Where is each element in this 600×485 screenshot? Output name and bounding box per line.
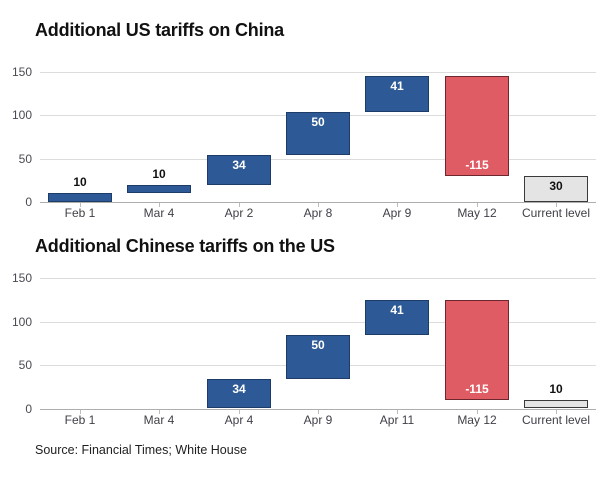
bar-increase: [286, 335, 350, 379]
x-tick-label: Apr 9: [303, 413, 333, 427]
x-tick-mark: [556, 203, 557, 207]
bar-increase: [365, 76, 429, 112]
bar-value-label: 41: [390, 79, 404, 93]
chart-title: Additional US tariffs on China: [35, 20, 284, 40]
y-tick-label: 0: [25, 402, 32, 416]
y-tick-label: 100: [11, 315, 32, 329]
y-tick-label: 50: [18, 152, 32, 166]
gridline: [40, 278, 596, 279]
y-tick-label: 100: [11, 108, 32, 122]
x-tick-label: Mar 4: [143, 206, 175, 220]
x-tick-mark: [318, 410, 319, 414]
x-tick-label: Current level: [521, 206, 591, 220]
gridline: [40, 322, 596, 323]
bar-increase: [365, 299, 429, 336]
x-tick-label: Mar 4: [143, 413, 175, 427]
bar-total: [524, 176, 588, 202]
bar-value-label: 34: [232, 158, 246, 172]
x-tick-mark: [80, 203, 81, 207]
x-tick-mark: [477, 203, 478, 207]
y-tick-label: 150: [11, 271, 32, 285]
x-tick-mark: [80, 410, 81, 414]
gridline: [40, 72, 596, 73]
bar-value-label: 41: [390, 303, 404, 317]
x-axis-line: [40, 202, 596, 203]
x-tick-label: Apr 8: [303, 206, 333, 220]
x-tick-label: May 12: [457, 206, 497, 220]
x-tick-mark: [159, 203, 160, 207]
x-tick-label: Apr 9: [382, 206, 412, 220]
x-tick-label: Apr 4: [224, 413, 254, 427]
chart-title: Additional Chinese tariffs on the US: [35, 236, 335, 256]
bar-decrease: [445, 299, 509, 400]
x-tick-mark: [397, 203, 398, 207]
bar-increase: [207, 378, 271, 409]
x-tick-mark: [239, 203, 240, 207]
x-tick-label: Apr 2: [224, 206, 254, 220]
bar-increase: [286, 111, 350, 156]
bar-decrease: [445, 76, 509, 176]
y-tick-label: 0: [25, 195, 32, 209]
bar-value-label: -115: [465, 158, 489, 172]
bar-total: [524, 399, 588, 409]
x-tick-mark: [477, 410, 478, 414]
x-tick-label: Feb 1: [64, 413, 96, 427]
bar-value-label: -115: [465, 382, 489, 396]
x-tick-mark: [397, 410, 398, 414]
x-tick-label: Current level: [521, 413, 591, 427]
x-tick-mark: [159, 410, 160, 414]
bar-value-label: 34: [232, 382, 246, 396]
y-tick-label: 50: [18, 358, 32, 372]
bar-value-label: 10: [73, 175, 87, 189]
x-tick-mark: [239, 410, 240, 414]
x-tick-label: May 12: [457, 413, 497, 427]
bar-increase: [207, 155, 271, 185]
x-tick-label: Feb 1: [64, 206, 96, 220]
x-tick-mark: [556, 410, 557, 414]
bar-value-label: 30: [549, 179, 563, 193]
bar-value-label: 10: [549, 382, 563, 396]
bar-value-label: 50: [311, 115, 325, 129]
gridline: [40, 159, 596, 160]
y-tick-label: 150: [11, 65, 32, 79]
source-note: Source: Financial Times; White House: [35, 443, 247, 457]
bar-increase: [127, 184, 191, 194]
bar-value-label: 50: [311, 338, 325, 352]
x-tick-mark: [318, 203, 319, 207]
bar-value-label: 10: [152, 167, 166, 181]
bar-increase: [48, 193, 112, 202]
x-tick-label: Apr 11: [379, 413, 415, 427]
x-axis-line: [40, 409, 596, 410]
